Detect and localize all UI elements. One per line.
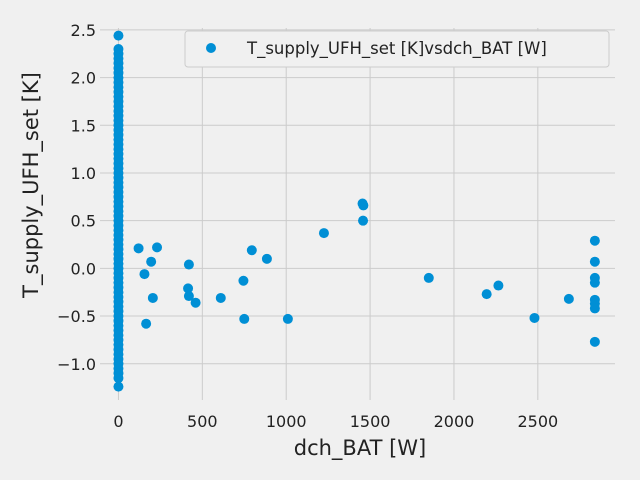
data-point — [113, 373, 124, 384]
y-tick-label: 0.5 — [71, 212, 96, 231]
x-tick-labels: 0 500 1000 1500 2000 2500 — [113, 412, 558, 431]
x-tick-label: 2500 — [517, 412, 558, 431]
data-point — [529, 312, 540, 323]
data-point — [146, 256, 157, 267]
data-point — [589, 235, 600, 246]
data-point — [113, 30, 124, 41]
data-point — [113, 381, 124, 392]
data-points — [113, 30, 600, 392]
x-tick-label: 2000 — [434, 412, 475, 431]
data-point — [152, 242, 163, 253]
data-point — [318, 228, 329, 239]
data-point — [133, 243, 144, 254]
data-point — [147, 292, 158, 303]
legend-label: T_supply_UFH_set [K]vsdch_BAT [W] — [246, 39, 547, 59]
data-point — [141, 318, 152, 329]
data-point — [589, 277, 600, 288]
data-point — [282, 313, 293, 324]
grid — [100, 28, 615, 400]
data-point — [139, 269, 150, 280]
data-point — [423, 272, 434, 283]
legend-marker — [206, 43, 216, 53]
y-tick-label: 0.0 — [71, 259, 96, 278]
data-point — [183, 259, 194, 270]
data-point — [358, 200, 369, 211]
data-point — [239, 313, 250, 324]
data-point — [481, 289, 492, 300]
data-point — [493, 280, 504, 291]
y-tick-label: 2.0 — [71, 69, 96, 88]
x-tick-label: 500 — [187, 412, 218, 431]
y-tick-label: 1.5 — [71, 116, 96, 135]
x-tick-label: 1500 — [350, 412, 391, 431]
legend: T_supply_UFH_set [K]vsdch_BAT [W] — [184, 30, 610, 68]
data-point — [589, 256, 600, 267]
x-tick-label: 1000 — [266, 412, 307, 431]
x-tick-label: 0 — [113, 412, 123, 431]
data-point — [589, 336, 600, 347]
data-point — [246, 245, 257, 256]
y-tick-label: 1.0 — [71, 164, 96, 183]
data-point — [190, 297, 201, 308]
data-point — [563, 293, 574, 304]
data-point — [215, 292, 226, 303]
y-tick-label: −0.5 — [57, 307, 96, 326]
data-point — [589, 303, 600, 314]
data-point — [358, 215, 369, 226]
y-axis-label: T_supply_UFH_set [K] — [19, 72, 44, 299]
y-tick-labels: −1.0 −0.5 0.0 0.5 1.0 1.5 2.0 2.5 — [57, 21, 96, 374]
data-point — [183, 291, 194, 302]
x-axis-label: dch_BAT [W] — [294, 436, 426, 461]
legend-box — [184, 30, 610, 68]
data-point — [238, 275, 249, 286]
data-point — [261, 253, 272, 264]
y-tick-label: −1.0 — [57, 355, 96, 374]
y-tick-label: 2.5 — [71, 21, 96, 40]
data-point — [183, 283, 194, 294]
